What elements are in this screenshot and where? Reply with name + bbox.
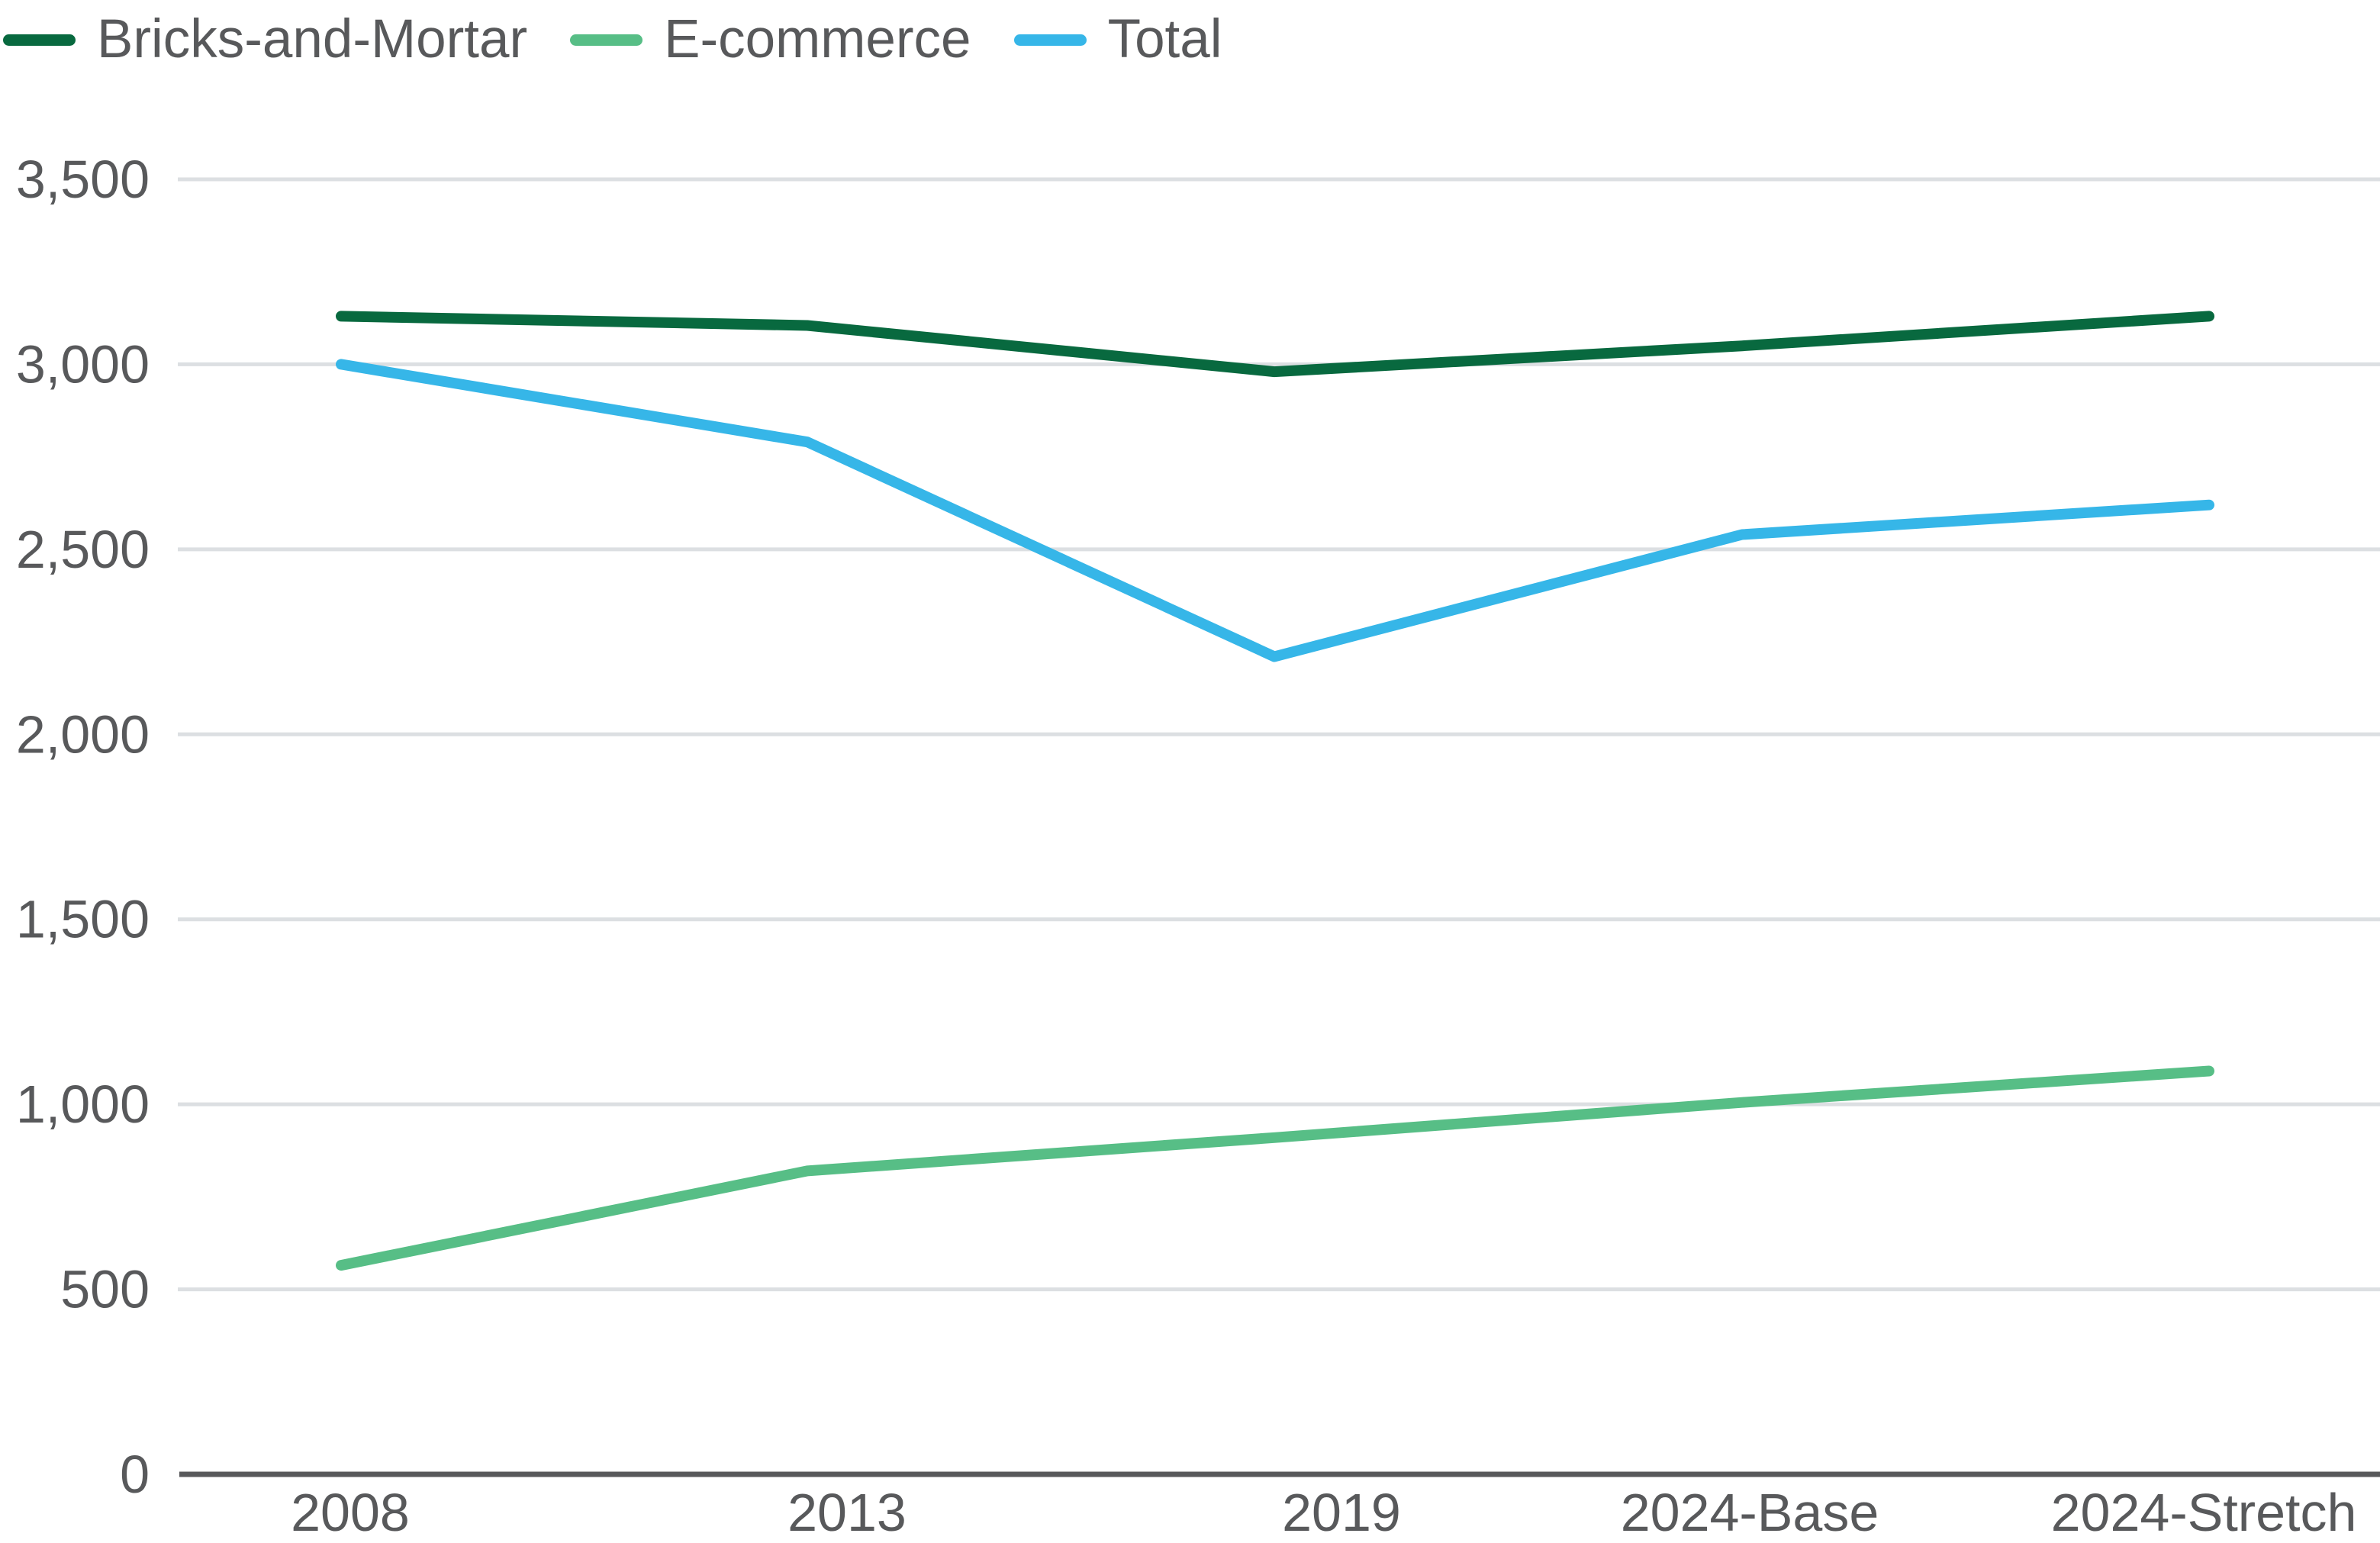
x-tick-label: 2019 — [1282, 1483, 1401, 1542]
legend-swatch-icon — [1013, 34, 1087, 46]
y-tick-label: 2,500 — [16, 520, 150, 579]
legend-label: E-commerce — [664, 9, 971, 69]
legend-item-bricks-and-mortar: Bricks-and-Mortar — [3, 5, 527, 75]
legend-item-e-commerce: E-commerce — [570, 5, 971, 75]
x-tick-label: 2008 — [291, 1483, 410, 1542]
series-line-bricks-and-mortar — [336, 311, 2214, 378]
legend-swatch-icon — [570, 34, 643, 46]
chart-legend: Bricks-and-Mortar E-commerce Total — [3, 5, 1222, 75]
legend-label: Bricks-and-Mortar — [97, 9, 528, 69]
y-tick-label: 1,000 — [16, 1074, 150, 1134]
x-tick-label: 2024-Base — [1621, 1483, 1879, 1542]
y-tick-label: 1,500 — [16, 890, 150, 949]
legend-swatch-icon — [3, 34, 76, 46]
x-tick-label: 2013 — [787, 1483, 907, 1542]
legend-label: Total — [1107, 9, 1222, 69]
y-tick-label: 3,500 — [16, 150, 150, 209]
y-tick-label: 0 — [120, 1445, 150, 1504]
x-tick-label: 2024-Stretch — [2051, 1483, 2357, 1542]
y-tick-label: 3,000 — [16, 334, 150, 394]
y-tick-label: 500 — [60, 1260, 150, 1319]
series-line-e-commerce — [336, 1065, 2214, 1271]
series-line-total — [336, 359, 2214, 662]
legend-item-total: Total — [1013, 5, 1222, 75]
y-tick-label: 2,000 — [16, 704, 150, 764]
